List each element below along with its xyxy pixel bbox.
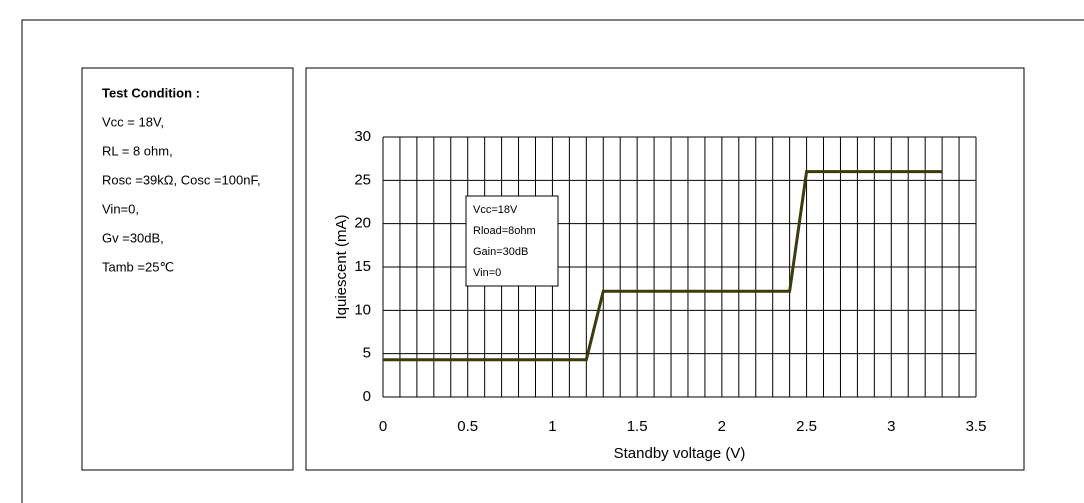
x-tick-label: 2.5 [796,418,817,435]
annotation-box [465,195,559,287]
y-tick-label: 15 [354,258,371,275]
y-tick-label: 10 [354,301,371,318]
condition-line: Vcc = 18V, [102,114,164,129]
annotation-line: Rload=8ohm [473,225,536,237]
x-tick-label: 1 [548,418,556,435]
condition-line: Gv =30dB, [102,230,164,245]
y-tick-label: 20 [354,215,371,232]
conditions-box [81,67,294,471]
x-axis-label: Standby voltage (V) [614,445,746,462]
condition-line: Tamb =25℃ [102,259,174,274]
x-tick-label: 1.5 [627,418,648,435]
annotation-line: Vin=0 [473,267,501,279]
conditions-title: Test Condition : [102,85,200,100]
x-tick-label: 3 [887,418,895,435]
annotation-line: Gain=30dB [473,246,528,258]
condition-line: Rosc =39kΩ, Cosc =100nF, [102,172,261,187]
figure-frame [21,19,1084,503]
y-tick-label: 25 [354,171,371,188]
y-tick-label: 30 [354,128,371,145]
x-tick-label: 0.5 [457,418,478,435]
x-tick-label: 0 [379,418,387,435]
condition-line: RL = 8 ohm, [102,143,173,158]
data-line [383,170,943,362]
chart-box [305,67,1025,471]
x-tick-label: 2 [718,418,726,435]
y-tick-label: 0 [363,388,371,405]
y-axis-label: Iquiescent (mA) [333,214,350,319]
y-tick-label: 5 [363,345,371,362]
x-tick-label: 3.5 [966,418,987,435]
annotation-line: Vcc=18V [473,204,518,216]
condition-line: Vin=0, [102,201,139,216]
